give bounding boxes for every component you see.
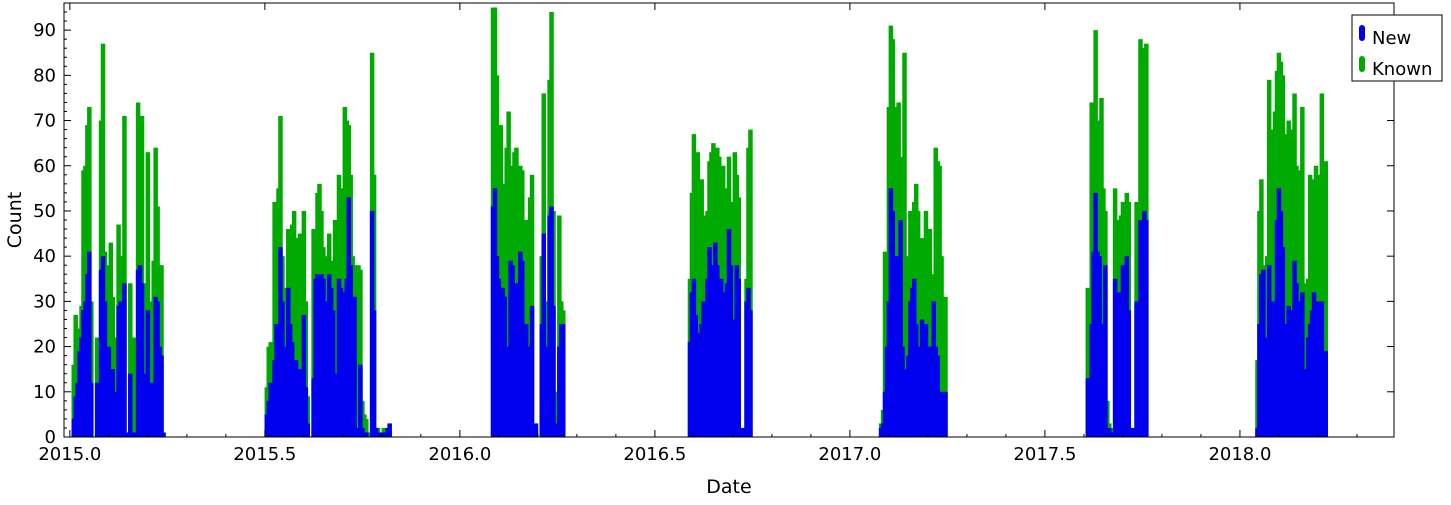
bar-new <box>305 423 311 437</box>
bar-new <box>529 305 535 437</box>
bar-new <box>147 382 153 437</box>
bar-new <box>551 305 556 437</box>
bar-known <box>100 43 106 437</box>
bar-new <box>898 220 903 437</box>
bar-new <box>543 346 548 437</box>
y-tick-label: 20 <box>33 337 56 358</box>
bar-known <box>364 418 369 437</box>
bar-known <box>381 427 387 437</box>
bar-new <box>122 283 127 437</box>
x-axis-label: Date <box>706 476 751 498</box>
legend-box <box>1351 14 1443 82</box>
legend-swatch-new <box>1359 25 1365 41</box>
y-axis: 0 10 20 30 40 50 60 70 80 90 <box>33 2 1394 448</box>
bar-new <box>161 432 166 437</box>
y-tick-label: 40 <box>33 246 56 267</box>
bar-new <box>371 310 377 437</box>
bar-known <box>902 52 907 437</box>
bar-new <box>1323 351 1328 437</box>
bar-new <box>381 432 387 437</box>
y-tick-label: 80 <box>33 65 56 86</box>
bar-new <box>560 323 566 437</box>
bar-known <box>1319 93 1325 438</box>
x-tick-label: 2015.5 <box>233 444 296 465</box>
bar-new <box>303 387 309 437</box>
bar-new <box>1261 269 1266 437</box>
bar-new <box>1107 427 1112 437</box>
legend-label-new: New <box>1372 28 1411 49</box>
legend: New Known <box>1351 14 1443 82</box>
bar-new <box>939 391 944 437</box>
bar-new <box>1300 292 1305 437</box>
bar-new <box>502 296 507 437</box>
bar-new <box>139 283 145 437</box>
bar-new <box>943 391 948 437</box>
bar-new <box>1144 220 1149 437</box>
bar-new <box>128 373 133 437</box>
bar-known <box>131 337 137 437</box>
bar-new <box>301 314 307 437</box>
bar-new <box>131 432 137 437</box>
x-tick-label: 2016.0 <box>428 444 491 465</box>
bar-new <box>352 296 357 437</box>
bar-new <box>541 233 546 437</box>
bar-new <box>387 423 392 437</box>
bar-new <box>377 432 383 437</box>
bar-known <box>145 152 151 437</box>
bar-new <box>923 323 929 437</box>
x-axis: 2015.0 2015.5 2016.0 2016.5 2017.0 2017.5 2018… <box>38 3 1358 465</box>
bar-new <box>373 427 379 437</box>
bar-new <box>1126 310 1132 437</box>
bar-known <box>529 174 535 438</box>
bar-known <box>128 283 133 437</box>
bar-known <box>943 296 948 437</box>
bar-new <box>748 310 753 437</box>
bar-known <box>110 296 115 437</box>
bar-new <box>110 369 115 437</box>
y-tick-label: 30 <box>33 291 56 312</box>
x-tick-label: 2017.5 <box>1013 444 1076 465</box>
bar-new <box>87 251 92 437</box>
x-tick-label: 2017.0 <box>818 444 881 465</box>
bar-new <box>358 364 363 437</box>
bar-new <box>523 323 529 437</box>
bar-new <box>1108 432 1114 437</box>
bar-known <box>122 116 127 438</box>
new-series-bars <box>71 188 1328 438</box>
bar-new <box>736 278 741 437</box>
bar-new <box>94 382 100 437</box>
bar-new <box>118 301 123 438</box>
bar-new <box>102 301 108 438</box>
bar-known <box>358 269 363 437</box>
x-tick-label: 2015.0 <box>38 444 101 465</box>
legend-label-known: Known <box>1372 59 1432 80</box>
y-tick-label: 90 <box>33 20 56 41</box>
y-tick-label: 10 <box>33 382 56 403</box>
legend-swatch-known <box>1359 56 1365 72</box>
bar-new <box>159 355 164 438</box>
bar-new <box>89 382 94 437</box>
x-tick-label: 2018.0 <box>1208 444 1271 465</box>
bar-new <box>141 373 147 437</box>
bar-new <box>1128 427 1133 437</box>
x-tick-label: 2016.5 <box>623 444 686 465</box>
y-tick-label: 70 <box>33 111 56 132</box>
bar-new <box>553 423 558 437</box>
bar-new <box>1103 265 1108 437</box>
bar-new <box>364 432 369 437</box>
bar-known <box>748 129 753 437</box>
bar-new <box>740 427 745 437</box>
y-axis-label: Count <box>4 192 26 248</box>
bar-new <box>533 423 539 437</box>
bar-new <box>145 310 151 437</box>
y-tick-label: 50 <box>33 201 56 222</box>
bar-new <box>360 427 365 437</box>
bar-known <box>1323 161 1328 438</box>
y-tick-label: 60 <box>33 156 56 177</box>
bar-known <box>1300 106 1305 437</box>
y-tick-label: 0 <box>45 427 56 448</box>
